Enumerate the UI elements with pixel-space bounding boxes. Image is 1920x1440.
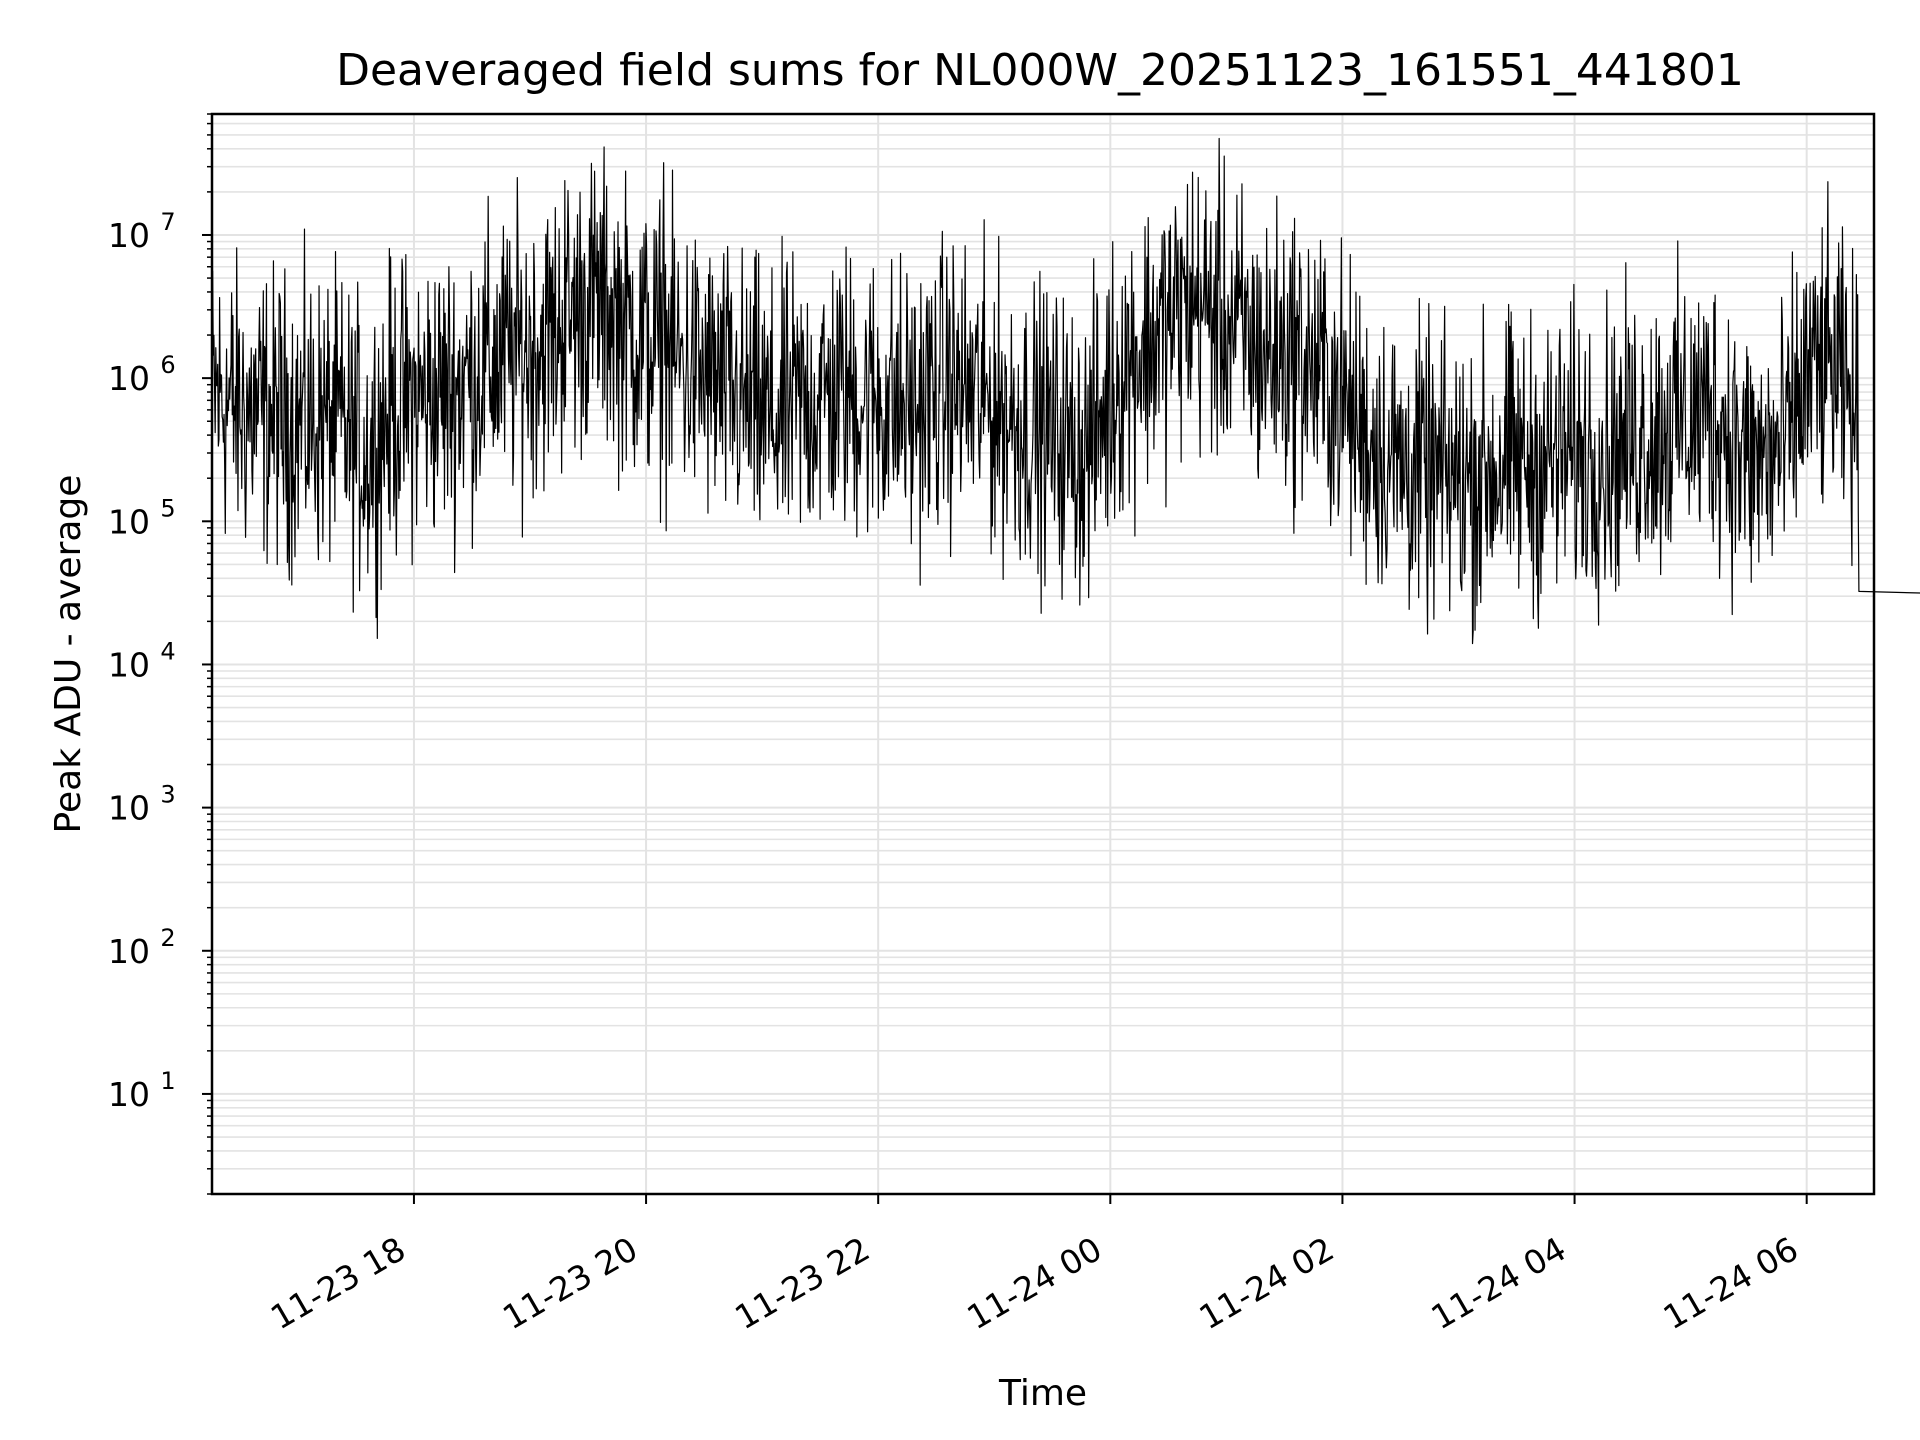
y-tick-label: 10 <box>108 645 150 684</box>
y-tick-exponent: 7 <box>160 208 175 236</box>
y-tick-label: 10 <box>108 216 150 255</box>
y-tick-base: 10 <box>108 216 150 255</box>
y-tick-base: 10 <box>108 932 150 971</box>
y-tick-exponent: 2 <box>160 924 175 952</box>
y-tick-base: 10 <box>108 359 150 398</box>
plot-frame <box>210 112 1876 1196</box>
chart-title: Deaveraged field sums for NL000W_2025112… <box>336 45 1744 96</box>
y-tick-exponent: 4 <box>160 637 175 665</box>
y-tick-base: 10 <box>108 645 150 684</box>
x-axis-label: Time <box>998 1373 1087 1414</box>
y-tick-exponent: 1 <box>160 1067 175 1095</box>
y-tick-label: 10 <box>108 502 150 541</box>
y-tick-label: 10 <box>108 359 150 398</box>
y-axis-label: Peak ADU - average <box>48 475 89 834</box>
y-tick-base: 10 <box>108 502 150 541</box>
y-tick-label: 10 <box>108 789 150 828</box>
series-group <box>211 137 1920 645</box>
y-tick-exponent: 5 <box>160 494 175 522</box>
y-tick-exponent: 3 <box>160 781 175 809</box>
y-tick-base: 10 <box>108 1075 150 1114</box>
y-tick-label: 10 <box>108 932 150 971</box>
y-tick-base: 10 <box>108 789 150 828</box>
y-tick-label: 10 <box>108 1075 150 1114</box>
y-tick-exponent: 6 <box>160 351 175 379</box>
data-series-line <box>211 137 1920 645</box>
